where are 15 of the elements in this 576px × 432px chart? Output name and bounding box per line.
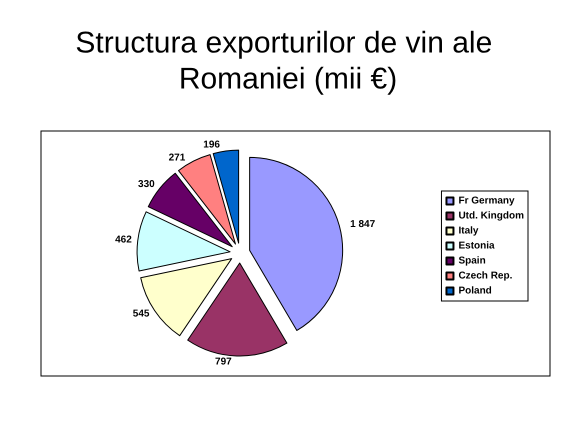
legend-label: Italy <box>458 226 479 236</box>
data-label: 462 <box>115 234 132 246</box>
data-label: 330 <box>138 179 156 190</box>
legend-label: Estonia <box>458 240 496 252</box>
data-label: 797 <box>215 356 232 368</box>
data-label: 196 <box>203 140 220 151</box>
legend-label: Czech Rep. <box>458 270 513 282</box>
data-label: 271 <box>168 152 186 164</box>
legend-label: Poland <box>458 286 492 296</box>
data-label: 545 <box>132 308 150 320</box>
legend-label: Spain <box>458 256 486 266</box>
data-label: 1 847 <box>350 218 376 230</box>
legend-label: Utd. Kingdom <box>458 210 524 222</box>
legend-label: Fr Germany <box>458 196 516 206</box>
chart-title: Structura exporturilor de vin ale Romaniei (mii €) <box>75 26 501 96</box>
